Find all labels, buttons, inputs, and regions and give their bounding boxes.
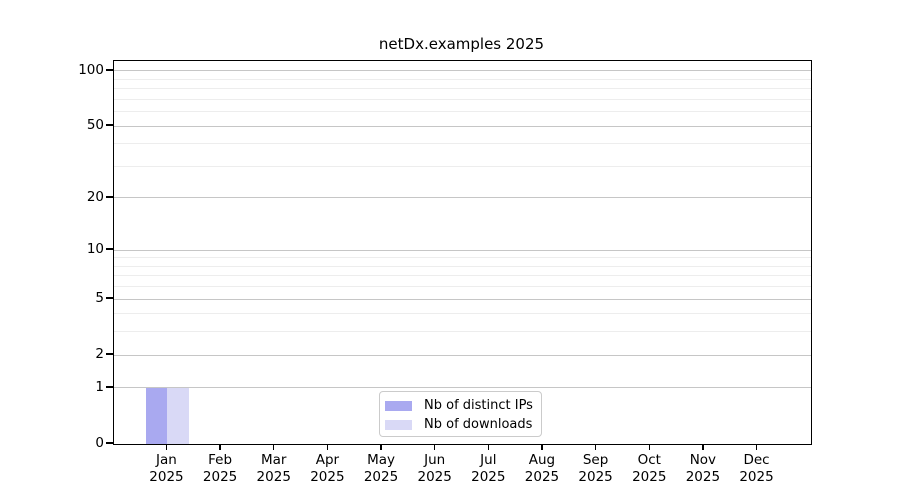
x-tick-label: Feb 2025 [202, 452, 238, 485]
plot-canvas [114, 61, 811, 444]
y-tick-label: 1 [95, 378, 104, 395]
gridline-minor [114, 286, 811, 288]
plot-area [113, 60, 812, 445]
y-tick-label: 5 [95, 290, 104, 307]
legend-swatch-distinct-ips [385, 400, 412, 411]
x-tick-label: Apr 2025 [310, 452, 345, 485]
x-tick-label: Dec 2025 [739, 452, 774, 485]
gridline-minor [114, 265, 811, 267]
x-tick [380, 444, 382, 450]
x-tick [755, 444, 758, 450]
legend-item-downloads: Nb of downloads [385, 415, 541, 434]
x-tick-label: Nov 2025 [685, 452, 721, 485]
x-tick-label: Jun 2025 [417, 452, 452, 485]
x-tick-label: Aug 2025 [524, 452, 560, 485]
y-tick [106, 442, 113, 444]
x-tick-label: Sep 2025 [578, 452, 613, 485]
gridline-minor [114, 313, 811, 315]
y-tick [106, 124, 113, 126]
x-tick [702, 444, 704, 450]
gridline-minor [114, 331, 811, 333]
legend-label-distinct-ips: Nb of distinct IPs [424, 398, 533, 413]
x-tick-label: May 2025 [363, 452, 399, 485]
gridline-minor [114, 257, 811, 259]
y-tick [106, 353, 113, 355]
x-tick [594, 444, 597, 450]
y-tick-label: 50 [86, 117, 104, 134]
gridline-major [114, 249, 811, 251]
gridline-major [114, 70, 811, 72]
gridline-major [114, 197, 811, 199]
x-tick [326, 444, 329, 450]
y-tick [106, 248, 113, 250]
y-tick [106, 386, 113, 388]
chart-title: netDx.examples 2025 [378, 35, 545, 53]
y-tick-label: 100 [78, 61, 104, 78]
x-tick-label: Jul 2025 [471, 452, 506, 485]
legend: Nb of distinct IPs Nb of downloads [379, 391, 542, 437]
x-tick [272, 444, 275, 450]
x-tick [165, 444, 168, 450]
gridline-minor [114, 98, 811, 100]
bar-nb-of-distinct-ips [145, 387, 168, 444]
gridline-major [114, 298, 811, 300]
gridline-minor [114, 143, 811, 145]
gridline-minor [114, 165, 811, 167]
x-tick-label: Jan 2025 [149, 452, 184, 485]
x-tick [648, 444, 650, 450]
y-tick-label: 2 [95, 346, 104, 363]
gridline-major [114, 125, 811, 127]
x-tick-label: Mar 2025 [256, 452, 291, 485]
gridline-major [114, 387, 811, 389]
gridline-minor [114, 275, 811, 277]
x-tick-label: Oct 2025 [632, 452, 667, 485]
x-tick [433, 444, 436, 450]
y-tick [106, 297, 113, 299]
y-tick-label: 10 [86, 241, 104, 258]
x-tick [541, 444, 543, 450]
y-tick-label: 20 [86, 188, 104, 205]
gridline-minor [114, 78, 811, 80]
gridline-minor [114, 111, 811, 113]
y-tick-label: 0 [95, 435, 104, 451]
legend-swatch-downloads [385, 419, 412, 430]
legend-item-distinct-ips: Nb of distinct IPs [385, 396, 541, 415]
gridline-minor [114, 88, 811, 90]
x-tick [487, 444, 490, 450]
gridline-major [114, 354, 811, 356]
bar-nb-of-downloads [167, 387, 189, 444]
x-tick [219, 444, 221, 450]
legend-label-downloads: Nb of downloads [424, 417, 533, 432]
y-tick [106, 69, 113, 71]
y-tick [106, 196, 113, 198]
